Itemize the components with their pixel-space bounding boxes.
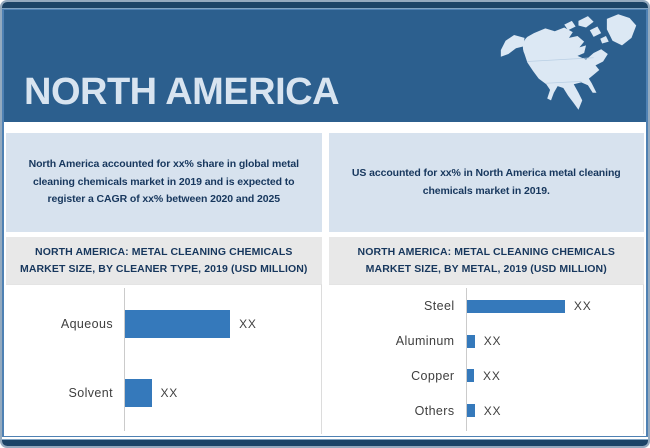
- bar-copper: [465, 369, 475, 383]
- charts-row: Aqueous XX Solvent XX Steel XX Aluminum XX Copp…: [6, 284, 644, 434]
- bar-track: XX: [465, 368, 644, 383]
- bar-track: XX: [465, 299, 644, 314]
- chart-cleaner-type: Aqueous XX Solvent XX: [6, 284, 322, 434]
- chart-title-metal: NORTH AMERICA: METAL CLEANING CHEMICALS …: [328, 237, 644, 284]
- content-area: NORTH AMERICA North Ameri: [2, 9, 648, 437]
- value-label: XX: [160, 386, 179, 401]
- category-axis-line: [124, 288, 125, 431]
- value-label: XX: [483, 368, 501, 383]
- bar-track: XX: [465, 334, 644, 349]
- bar-aluminum: [465, 334, 475, 348]
- category-label: Steel: [424, 299, 455, 314]
- chart-title-cleaner-type-text: NORTH AMERICA: METAL CLEANING CHEMICALS …: [19, 246, 308, 275]
- bar-row-aqueous: Aqueous XX: [6, 309, 321, 338]
- category-label: Aqueous: [60, 316, 113, 331]
- bar-aqueous: [124, 309, 231, 338]
- bar-steel: [465, 299, 565, 313]
- bar-track: XX: [124, 309, 321, 338]
- category-axis-line: [465, 288, 467, 431]
- insights-row: North America accounted for xx% share in…: [6, 133, 644, 232]
- value-label: XX: [573, 299, 592, 314]
- bottom-navy-strip: [2, 439, 648, 446]
- bar-others: [465, 404, 475, 418]
- header-band: NORTH AMERICA: [4, 10, 646, 122]
- bar-track: XX: [465, 403, 644, 418]
- category-label: Others: [414, 403, 455, 418]
- bar-solvent: [124, 379, 152, 408]
- chart-metal: Steel XX Aluminum XX Copper XX Others XX: [328, 284, 644, 434]
- chart-title-cleaner-type: NORTH AMERICA: METAL CLEANING CHEMICALS …: [6, 237, 322, 284]
- bar-row-copper: Copper XX: [329, 369, 644, 383]
- value-label: XX: [483, 403, 502, 418]
- bar-row-steel: Steel XX: [329, 299, 644, 313]
- bar-row-solvent: Solvent XX: [6, 379, 321, 408]
- value-label: XX: [483, 334, 502, 349]
- insight-us-share-text: US accounted for xx% in North America me…: [351, 166, 621, 197]
- top-navy-strip: [2, 2, 648, 9]
- value-label: XX: [239, 316, 257, 331]
- north-america-map-icon: [500, 14, 637, 110]
- chart-title-metal-text: NORTH AMERICA: METAL CLEANING CHEMICALS …: [357, 246, 615, 275]
- category-label: Copper: [411, 368, 455, 383]
- bar-row-aluminum: Aluminum XX: [329, 334, 644, 348]
- category-label: Aluminum: [395, 334, 455, 349]
- bar-track: XX: [124, 379, 321, 408]
- category-label: Solvent: [68, 386, 113, 401]
- insight-global-share-box: North America accounted for xx% share in…: [6, 133, 322, 232]
- insight-global-share-text: North America accounted for xx% share in…: [28, 157, 299, 206]
- chart-titles-row: NORTH AMERICA: METAL CLEANING CHEMICALS …: [6, 237, 644, 284]
- bar-row-others: Others XX: [329, 404, 644, 418]
- region-title: NORTH AMERICA: [24, 71, 340, 113]
- insight-us-share-box: US accounted for xx% in North America me…: [328, 133, 644, 232]
